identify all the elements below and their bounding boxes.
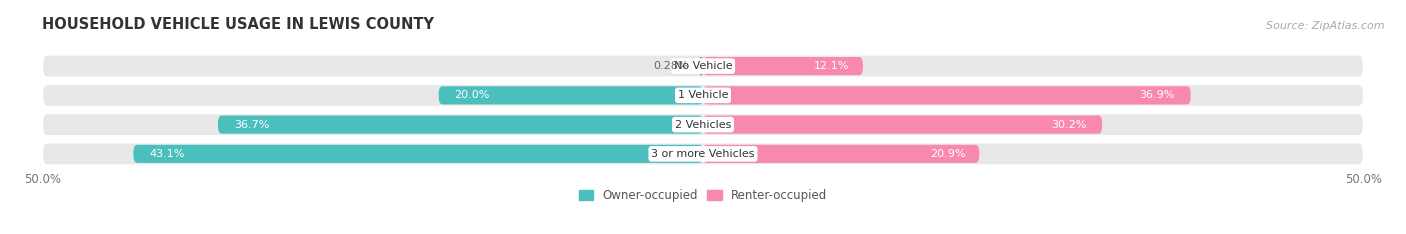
FancyBboxPatch shape	[42, 143, 1364, 165]
Text: HOUSEHOLD VEHICLE USAGE IN LEWIS COUNTY: HOUSEHOLD VEHICLE USAGE IN LEWIS COUNTY	[42, 18, 434, 33]
Legend: Owner-occupied, Renter-occupied: Owner-occupied, Renter-occupied	[574, 185, 832, 207]
FancyBboxPatch shape	[703, 145, 979, 163]
FancyBboxPatch shape	[703, 57, 863, 75]
FancyBboxPatch shape	[134, 145, 703, 163]
FancyBboxPatch shape	[218, 116, 703, 134]
FancyBboxPatch shape	[42, 113, 1364, 136]
Text: No Vehicle: No Vehicle	[673, 61, 733, 71]
Text: 43.1%: 43.1%	[149, 149, 184, 159]
Text: 1 Vehicle: 1 Vehicle	[678, 90, 728, 100]
FancyBboxPatch shape	[699, 57, 703, 75]
Text: 3 or more Vehicles: 3 or more Vehicles	[651, 149, 755, 159]
Text: 36.7%: 36.7%	[233, 120, 269, 130]
Text: 12.1%: 12.1%	[814, 61, 849, 71]
Text: 20.0%: 20.0%	[454, 90, 489, 100]
Text: 0.28%: 0.28%	[654, 61, 689, 71]
Text: 30.2%: 30.2%	[1050, 120, 1087, 130]
FancyBboxPatch shape	[42, 84, 1364, 107]
FancyBboxPatch shape	[703, 116, 1102, 134]
FancyBboxPatch shape	[42, 55, 1364, 77]
FancyBboxPatch shape	[703, 86, 1191, 104]
FancyBboxPatch shape	[439, 86, 703, 104]
Text: Source: ZipAtlas.com: Source: ZipAtlas.com	[1267, 21, 1385, 31]
Text: 2 Vehicles: 2 Vehicles	[675, 120, 731, 130]
Text: 20.9%: 20.9%	[931, 149, 966, 159]
Text: 36.9%: 36.9%	[1139, 90, 1175, 100]
